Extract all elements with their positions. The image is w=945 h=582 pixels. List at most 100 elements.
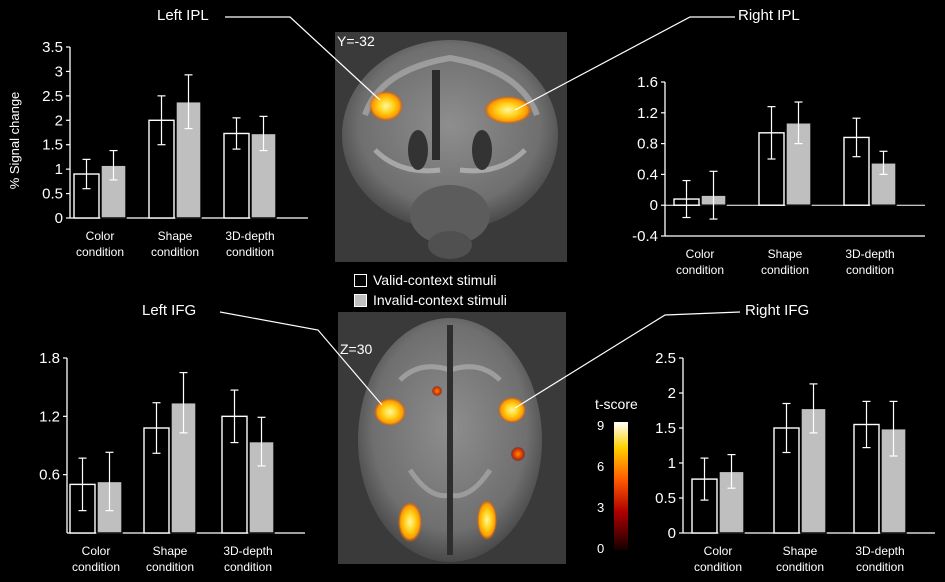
right-ifg-category-label: condition (856, 560, 904, 574)
left-ifg-error-bar (230, 389, 239, 444)
chart-left-ipl: 0 0.5 1 1.5 2 2.5 3 3.5 % Signal change Color cond… (7, 39, 308, 259)
left-ipl-y-tick-label: 3.5 (42, 39, 63, 56)
left-ifg-bar-invalid (248, 440, 275, 534)
left-ifg-label: Left IFG (142, 302, 197, 319)
left-ipl-leader (225, 16, 381, 101)
right-ipl-category-label: Color (686, 247, 715, 261)
left-ipl-y-axis-label: % Signal change (7, 92, 22, 190)
left-ifg-y-tick-label: 1.8 (39, 350, 60, 367)
right-ifg-y-tick-label: 2 (668, 385, 676, 402)
right-ipl-error-bar (709, 170, 718, 220)
left-ipl-bar-valid (73, 173, 100, 219)
right-ipl-error-bar (852, 117, 861, 158)
right-ipl-activation (484, 96, 532, 124)
right-ifg-category-label: Color (704, 544, 733, 558)
tscore-colorbar (614, 422, 628, 550)
left-ifg-activation (374, 398, 406, 426)
left-ifg-error-bar (78, 457, 87, 512)
left-ifg-error-bar (179, 371, 188, 434)
right-ifg-error-bar (782, 402, 791, 454)
right-ifg-label: Right IFG (745, 302, 810, 319)
left-ifg-category-label: condition (72, 560, 120, 574)
right-ifg-error-bar (862, 400, 871, 449)
left-ipl-y-tick-label: 1 (55, 161, 63, 178)
left-ifg-y-tick-label: 0.6 (39, 467, 60, 484)
axial-coordinate: Z=30 (340, 341, 373, 357)
left-ipl-category-label: condition (226, 245, 274, 259)
right-ifg-category-label: Shape (783, 544, 818, 558)
right-ipl-error-bar (879, 150, 888, 175)
tscore-tick-3: 3 (597, 500, 605, 515)
left-ipl-y-tick-label: 0.5 (42, 186, 63, 203)
right-ipl-category-label: condition (846, 263, 894, 277)
chart-left-ifg: 0.6 1.2 1.8 Color condition Shape condition 3D-… (39, 350, 305, 574)
left-ipl-label: Left IPL (157, 7, 209, 24)
tscore-tick-0: 0 (597, 541, 605, 556)
right-ifg-error-bar (727, 454, 736, 489)
left-ifg-category-label: condition (146, 560, 194, 574)
right-ipl-y-tick-label: -0.4 (632, 228, 658, 245)
left-ifg-error-bar (152, 402, 161, 454)
left-ipl-y-tick-label: 0 (55, 210, 63, 227)
left-ifg-category-label: 3D-depth (223, 544, 272, 558)
left-ipl-category-label: Shape (158, 229, 193, 243)
right-ipl-y-tick-label: 1.2 (637, 105, 658, 122)
tscore-gradient (614, 422, 628, 550)
axial-brain-slice (338, 312, 566, 564)
left-ifg-error-bar (105, 451, 114, 512)
tscore-tick-6: 6 (597, 459, 605, 474)
right-ifg-y-tick-label: 1 (668, 455, 676, 472)
left-ipl-y-tick-label: 3 (55, 63, 63, 80)
right-ifg-activation (498, 397, 526, 423)
leader-lines (219, 16, 741, 409)
right-ipl-y-tick-label: 1.6 (637, 74, 658, 91)
left-ipl-bar-valid (148, 119, 175, 219)
right-ifg-category-label: condition (776, 560, 824, 574)
right-ifg-category-label: 3D-depth (855, 544, 904, 558)
left-ipl-error-bar (184, 74, 193, 130)
chart-right-ifg: 0 0.5 1 1.5 2 2.5 Color condition Shape condition… (655, 350, 935, 574)
right-ipl-error-bar (682, 179, 691, 219)
left-ifg-y-tick-label: 1.2 (39, 408, 60, 425)
right-ipl-category-label: 3D-depth (845, 247, 894, 261)
left-ifg-category-label: condition (224, 560, 272, 574)
left-ipl-category-label: Color (86, 229, 115, 243)
tscore-tick-9: 9 (597, 418, 605, 433)
chart-right-ipl: -0.4 0 0.4 0.8 1.2 1.6 Color condition Shape cond… (632, 74, 925, 277)
left-ifg-category-label: Color (82, 544, 111, 558)
left-ipl-error-bar (82, 158, 91, 190)
right-ifg-category-label: condition (694, 560, 742, 574)
right-ipl-error-bar (767, 106, 776, 160)
right-ipl-y-tick-label: 0.8 (637, 136, 658, 153)
left-ipl-y-tick-label: 2.5 (42, 88, 63, 105)
left-ipl-error-bar (109, 149, 118, 181)
legend-invalid: Invalid-context stimuli (354, 292, 507, 308)
right-ipl-y-tick-label: 0.4 (637, 166, 658, 183)
right-ipl-label: Right IPL (738, 7, 800, 24)
left-ifg-error-bar (257, 416, 266, 467)
left-ifg-leader (219, 311, 383, 406)
right-ifg-y-tick-label: 0.5 (655, 490, 676, 507)
right-ifg-y-tick-label: 1.5 (655, 420, 676, 437)
right-ipl-y-tick-label: 0 (650, 197, 658, 214)
coronal-brain-slice (335, 32, 567, 262)
right-ipl-category-label: Shape (768, 247, 803, 261)
right-ifg-error-bar (700, 457, 709, 501)
right-ifg-y-tick-label: 2.5 (655, 350, 676, 367)
left-ipl-error-bar (157, 95, 166, 146)
left-ipl-y-tick-label: 2 (55, 112, 63, 129)
legend-invalid-swatch (354, 293, 367, 307)
right-ifg-leader (514, 311, 741, 409)
coronal-coordinate: Y=-32 (337, 33, 375, 49)
left-ipl-category-label: condition (151, 245, 199, 259)
legend-valid-label: Valid-context stimuli (373, 272, 497, 288)
right-ipl-error-bar (794, 101, 803, 145)
right-ipl-category-label: condition (761, 263, 809, 277)
tscore-title: t-score (595, 396, 638, 412)
right-ifg-error-bar (889, 400, 898, 457)
right-ifg-y-tick-label: 0 (668, 525, 676, 542)
left-ipl-category-label: 3D-depth (225, 229, 274, 243)
legend-valid: Valid-context stimuli (354, 272, 496, 288)
right-ifg-bar-invalid (718, 470, 745, 534)
right-ipl-leader (514, 16, 735, 111)
